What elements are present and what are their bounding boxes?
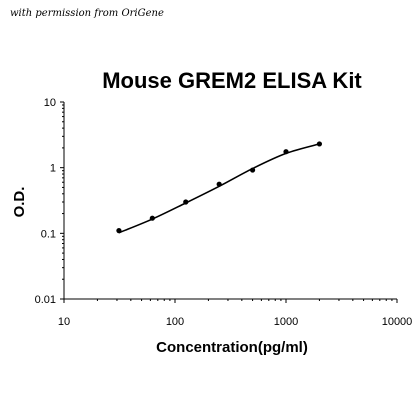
x-tick-label: 1000 (274, 316, 298, 328)
x-tick-label: 10 (58, 316, 70, 328)
y-tick-label: 0.1 (41, 228, 56, 240)
y-tick-label: 1 (50, 163, 56, 175)
data-point (149, 215, 155, 221)
data-point (116, 228, 122, 234)
data-point (249, 167, 256, 173)
fit-curve-line (118, 143, 320, 234)
y-tick-label: 10 (44, 97, 56, 109)
data-point (216, 181, 222, 187)
y-axis-label: O.D. (11, 187, 28, 218)
x-tick-label: 100 (166, 316, 184, 328)
data-point (316, 141, 323, 147)
data-point (283, 149, 289, 155)
x-axis-label: Concentration(pg/ml) (156, 339, 308, 356)
chart-title: Mouse GREM2 ELISA Kit (102, 68, 362, 93)
y-tick-label: 0.01 (35, 294, 56, 306)
plot-area: 0.01 0.1 1 10 10 100 1000 10000 (35, 97, 413, 328)
x-tick-label: 10000 (382, 316, 413, 328)
permission-credit: with permission from OriGene (10, 8, 164, 19)
data-point (183, 199, 189, 205)
